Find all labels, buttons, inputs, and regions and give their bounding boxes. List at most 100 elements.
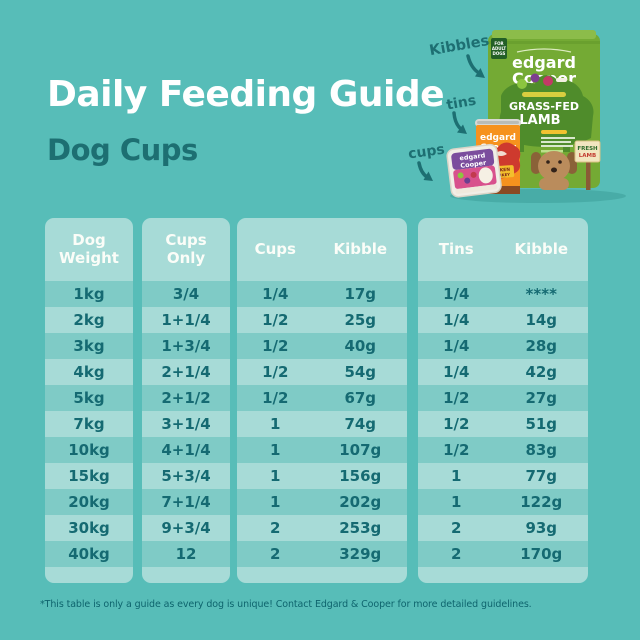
table-cell: 7+1/4 — [161, 493, 211, 511]
cup-brand-bottom: Cooper — [460, 159, 488, 170]
table-row: 1/2 40g — [237, 333, 407, 359]
table-row: 1/4 14g — [418, 307, 588, 333]
table-row: 5+3/4 — [142, 463, 230, 489]
table-row: 1kg — [45, 281, 133, 307]
header-kibble: Kibble — [514, 239, 569, 258]
page-subtitle: Dog Cups — [47, 133, 198, 167]
table-row: 1 202g — [237, 489, 407, 515]
table-row: 2 253g — [237, 515, 407, 541]
table-cell: 2+1/2 — [161, 389, 211, 407]
footnote: *This table is only a guide as every dog… — [40, 599, 532, 610]
table-row: 2 93g — [418, 515, 588, 541]
table-cell: 1 — [270, 415, 281, 433]
table-cell: 7kg — [73, 415, 105, 433]
bag-variety-top: GRASS-FED — [509, 100, 579, 113]
table-cell: 3kg — [73, 337, 105, 355]
table-row: 1/2 67g — [237, 385, 407, 411]
tins-arrow-icon — [452, 111, 463, 131]
table-cell: 1/4 — [262, 285, 289, 303]
table-cell: 1 — [270, 493, 281, 511]
cups-label: cups — [407, 142, 445, 163]
table-cell: 20kg — [68, 493, 110, 511]
table-row: 1/4 28g — [418, 333, 588, 359]
table-cell: 2kg — [73, 311, 105, 329]
table-row: 2+1/4 — [142, 359, 230, 385]
panel-cups-only: Cups Only 3/4 1+1/4 1+3/4 2+1/4 2+1/2 3+1/4 4+… — [142, 218, 230, 583]
table-cell: 28g — [525, 337, 558, 355]
table-cell: 51g — [525, 415, 558, 433]
table-cell: 1 — [451, 467, 462, 485]
table-cell: 107g — [339, 441, 382, 459]
table-cell: 1/2 — [443, 415, 470, 433]
table-cell: 42g — [525, 363, 558, 381]
cup-brand-top: edgard — [459, 151, 486, 162]
cups-arrow-icon — [417, 161, 429, 179]
table-cell: 9+3/4 — [161, 519, 211, 537]
fresh-lamb-sign: FRESH LAMB — [574, 140, 601, 190]
table-cell: 30kg — [68, 519, 110, 537]
table-cell: 12 — [175, 545, 197, 563]
table-cell: 25g — [344, 311, 377, 329]
table-row: 1 122g — [418, 489, 588, 515]
table-cell: 1/4 — [443, 363, 470, 381]
table-row: 10kg — [45, 437, 133, 463]
table-cell: 4+1/4 — [161, 441, 211, 459]
table-cell: 1/2 — [262, 363, 289, 381]
dog-mascot — [531, 151, 577, 190]
bag-badge-text: DOGS — [493, 51, 506, 56]
table-row: 9+3/4 — [142, 515, 230, 541]
table-row: 3/4 — [142, 281, 230, 307]
table-row: 7kg — [45, 411, 133, 437]
header-line: Cups — [165, 231, 207, 250]
panel-dog-weight: Dog Weight 1kg 2kg 3kg 4kg 5kg 7kg 10kg 15kg 20k… — [45, 218, 133, 583]
table-cell: 93g — [525, 519, 558, 537]
table-cell: 1/4 — [443, 337, 470, 355]
bag-badge-text: ADULT — [492, 46, 507, 51]
header-line: Weight — [59, 248, 119, 267]
panel-tins-kibble: Tins Kibble 1/4 **** 1/4 14g 1/4 28g 1/4 42g 1/2… — [418, 218, 588, 583]
table-row: 20kg — [45, 489, 133, 515]
column-header: Tins Kibble — [418, 218, 588, 281]
table-cell: 2 — [270, 519, 281, 537]
table-cell: 1/4 — [443, 285, 470, 303]
table-cell: 1/4 — [443, 311, 470, 329]
table-row: 15kg — [45, 463, 133, 489]
table-row: 40kg — [45, 541, 133, 567]
kibbles-label: Kibbles — [428, 33, 490, 59]
table-row: 1/4 17g — [237, 281, 407, 307]
table-row: 1 156g — [237, 463, 407, 489]
table-cell: 1/2 — [262, 311, 289, 329]
table-row: 2+1/2 — [142, 385, 230, 411]
table-cell: 2 — [270, 545, 281, 563]
table-row: 1/2 54g — [237, 359, 407, 385]
table-row: 1+3/4 — [142, 333, 230, 359]
table-cell: 83g — [525, 441, 558, 459]
cup-tray: edgard Cooper — [446, 143, 502, 198]
bag-variety-bottom: LAMB — [519, 113, 560, 128]
table-row: 1/4 42g — [418, 359, 588, 385]
table-cell: **** — [525, 285, 557, 303]
product-illustration: FOR ADULT DOGS edgard Cooper GRASS-FED L… — [407, 30, 626, 203]
table-row: 30kg — [45, 515, 133, 541]
header-tins: Tins — [438, 239, 474, 258]
table-cell: 4kg — [73, 363, 105, 381]
kibbles-arrowhead-icon — [475, 68, 485, 78]
table-row: 5kg — [45, 385, 133, 411]
table-cell: 2 — [451, 545, 462, 563]
table-cell: 54g — [344, 363, 377, 381]
table-row: 3+1/4 — [142, 411, 230, 437]
tins-arrowhead-icon — [457, 124, 467, 134]
panel-cups-kibble: Cups Kibble 1/4 17g 1/2 25g 1/2 40g 1/2 54g 1/2 6… — [237, 218, 407, 583]
table-cell: 1kg — [73, 285, 105, 303]
table-cell: 5+3/4 — [161, 467, 211, 485]
table-row: 4+1/4 — [142, 437, 230, 463]
table-row: 3kg — [45, 333, 133, 359]
table-cell: 3/4 — [172, 285, 200, 303]
table-row: 1 77g — [418, 463, 588, 489]
header-line: Only — [166, 248, 206, 267]
table-cell: 329g — [339, 545, 382, 563]
table-row: 7+1/4 — [142, 489, 230, 515]
table-cell: 1/2 — [443, 389, 470, 407]
table-cell: 3+1/4 — [161, 415, 211, 433]
